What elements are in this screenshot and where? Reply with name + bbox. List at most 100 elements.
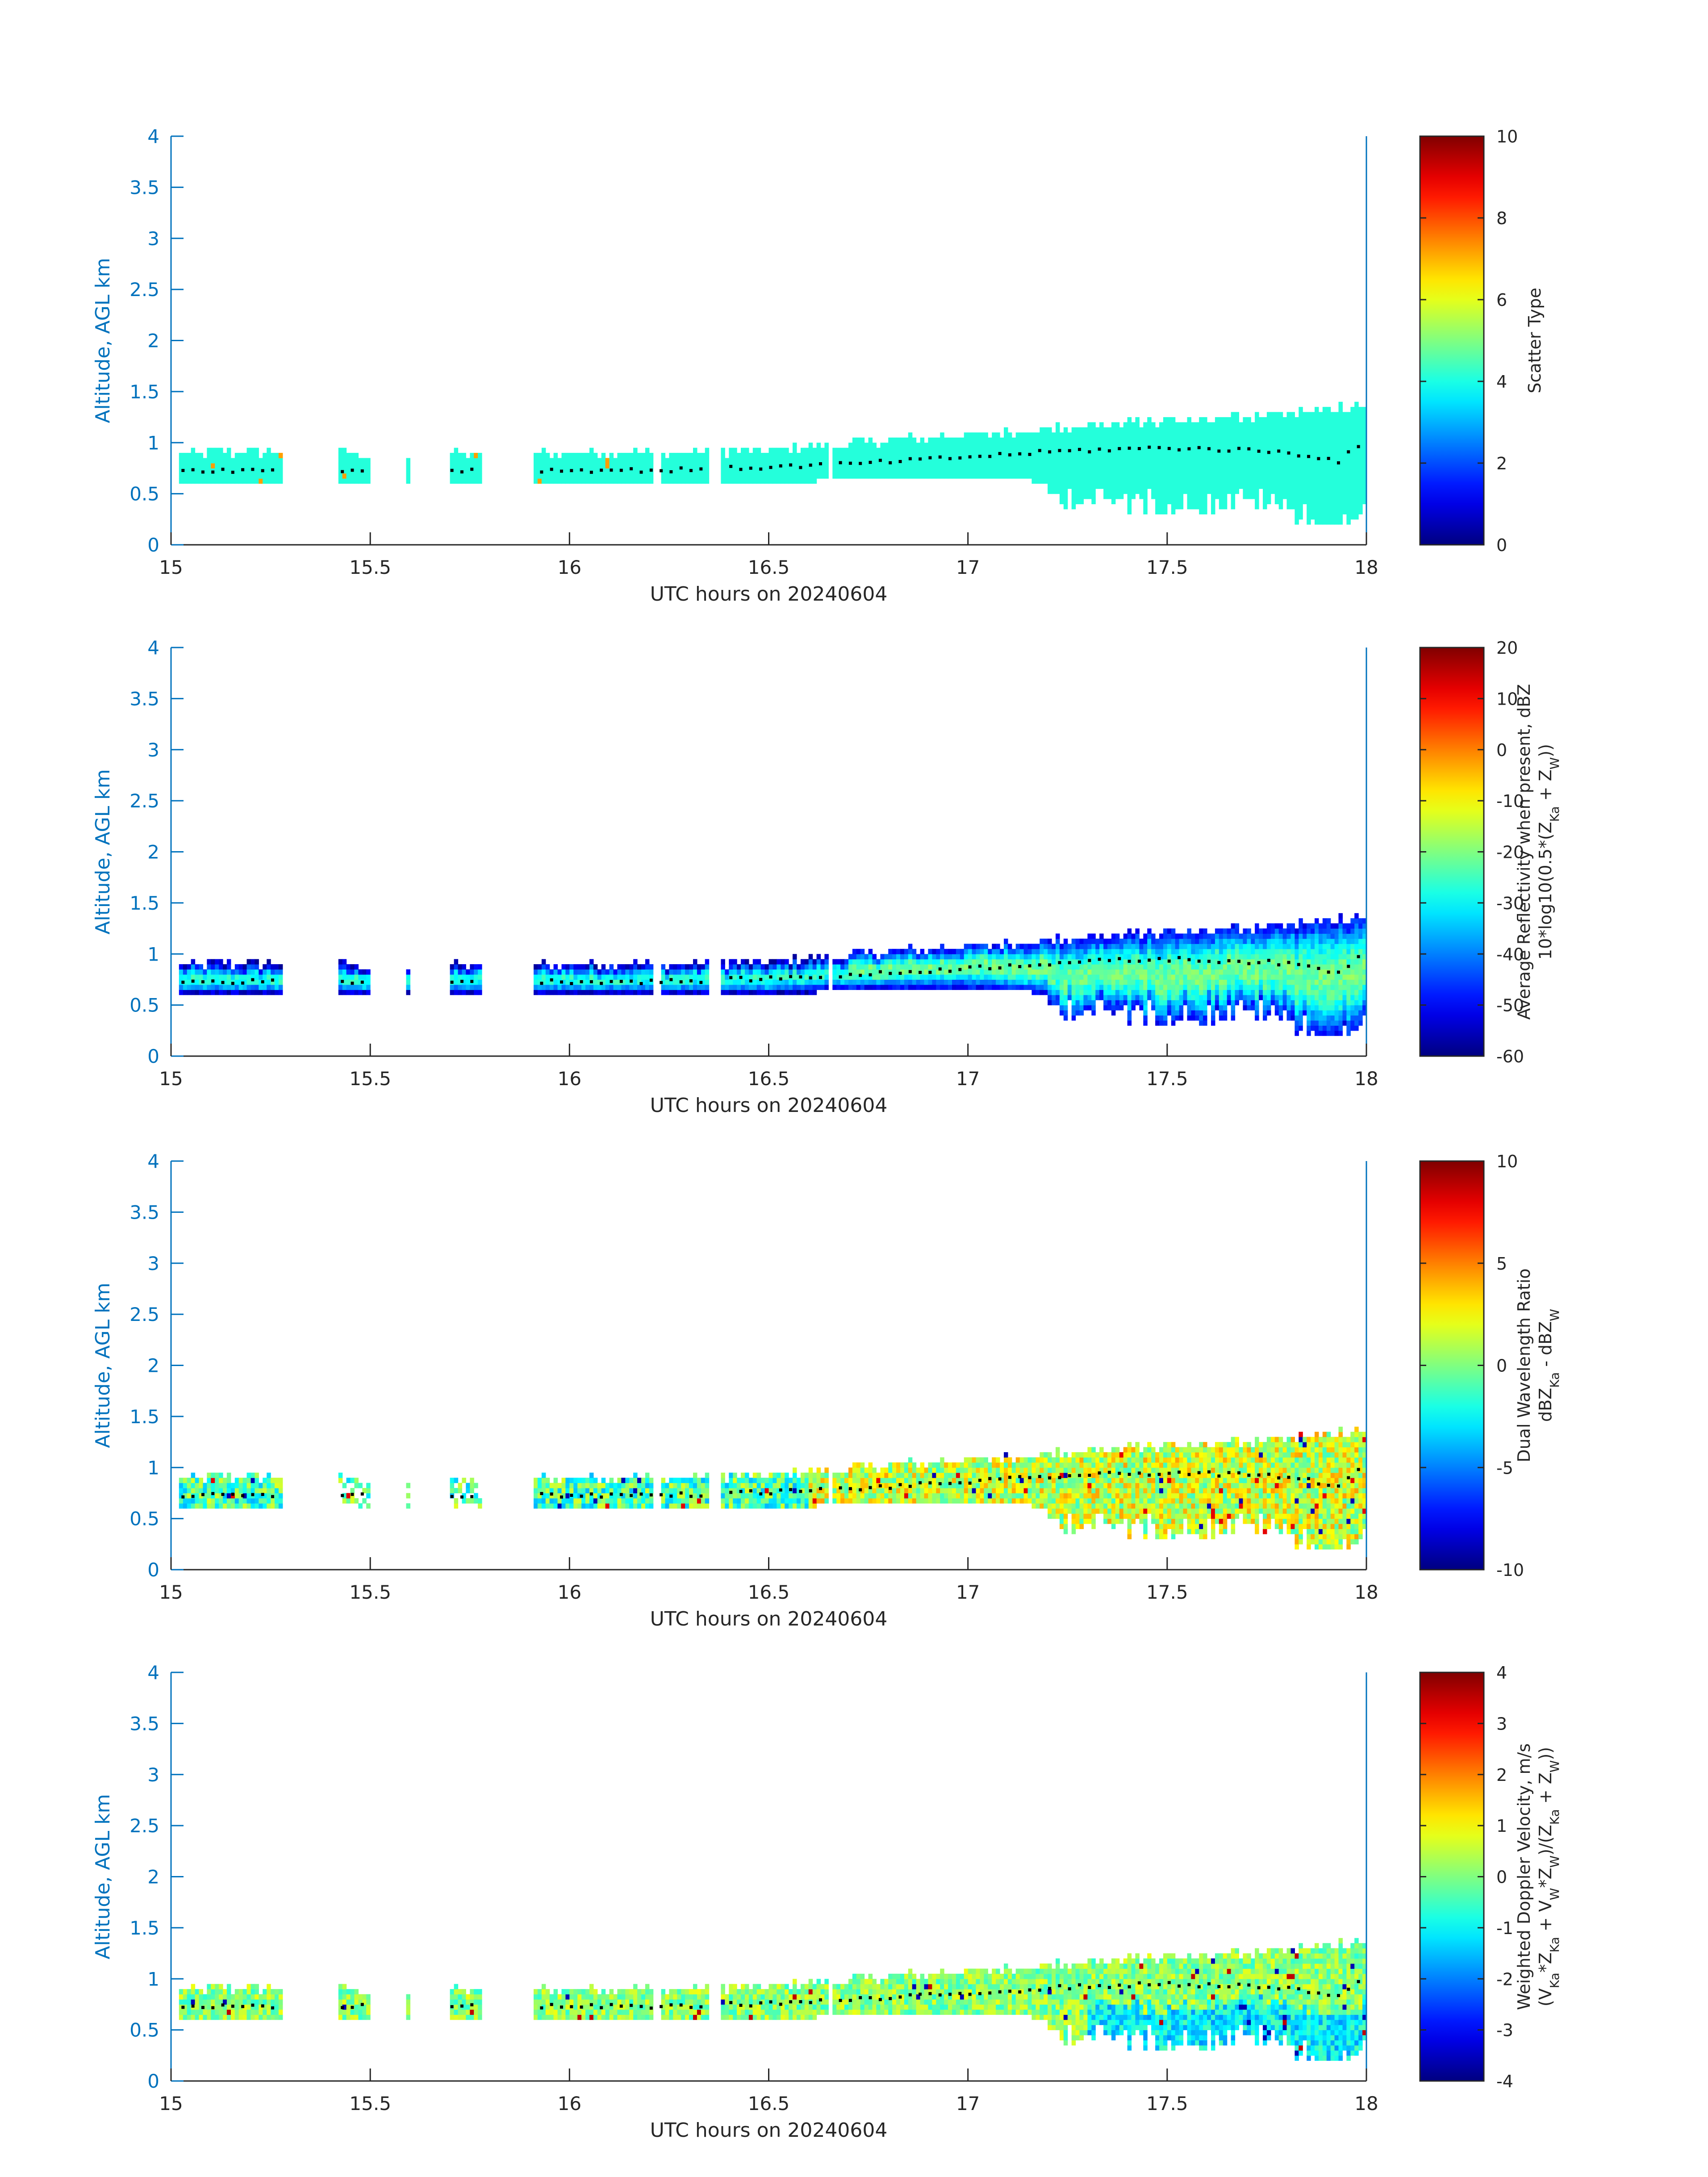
heatmap-cell	[1011, 443, 1016, 448]
heatmap-cell	[1203, 994, 1207, 1000]
heatmap-cell	[1155, 463, 1160, 468]
heatmap-cell	[952, 954, 956, 960]
heatmap-cell	[697, 468, 702, 474]
heatmap-cell	[1282, 990, 1287, 995]
heatmap-cell	[1044, 432, 1048, 438]
heatmap-cell	[793, 478, 797, 484]
heatmap-cell	[1056, 478, 1060, 484]
heatmap-cell	[1278, 949, 1283, 954]
heatmap-cell	[693, 473, 697, 479]
heatmap-cell	[1290, 944, 1295, 949]
heatmap-cell	[1338, 463, 1343, 468]
heatmap-cell	[1123, 949, 1128, 954]
heatmap-cell	[207, 969, 211, 975]
heatmap-cell	[669, 458, 673, 464]
heatmap-cell	[1056, 969, 1060, 975]
heatmap-cell	[1075, 979, 1080, 985]
heatmap-cell	[669, 453, 673, 459]
heatmap-cell	[275, 478, 279, 484]
heatmap-cell	[992, 954, 996, 960]
heatmap-cell	[1311, 437, 1315, 443]
heatmap-cell	[896, 964, 901, 970]
heatmap-cell	[824, 974, 829, 980]
heatmap-cell	[246, 468, 251, 474]
heatmap-cell	[852, 959, 857, 965]
heatmap-cell	[406, 990, 410, 995]
heatmap-cell	[1311, 514, 1315, 520]
heatmap-cell	[1290, 923, 1295, 929]
heatmap-cell	[1099, 432, 1104, 438]
heatmap-cell	[354, 964, 359, 970]
heatmap-cell	[797, 478, 801, 484]
heatmap-cell	[1059, 959, 1064, 965]
heatmap-cell	[1330, 453, 1335, 459]
heatmap-cell	[406, 458, 410, 464]
heatmap-cell	[900, 974, 905, 980]
heatmap-cell	[1075, 489, 1080, 494]
heatmap-cell	[1107, 984, 1112, 990]
profile-dot	[1287, 451, 1290, 455]
heatmap-cell	[255, 458, 259, 464]
heatmap-cell	[242, 979, 247, 985]
heatmap-cell	[824, 463, 829, 468]
heatmap-cell	[1091, 483, 1096, 489]
heatmap-cell	[354, 984, 359, 990]
heatmap-cell	[1215, 990, 1219, 995]
heatmap-cell	[984, 949, 988, 954]
heatmap-cell	[454, 478, 459, 484]
heatmap-cell	[1183, 483, 1187, 489]
profile-dot	[211, 470, 215, 474]
heatmap-cell	[1191, 933, 1195, 939]
heatmap-cell	[450, 478, 455, 484]
heatmap-cell	[1179, 489, 1184, 494]
heatmap-cell	[701, 969, 706, 975]
heatmap-cell	[1059, 949, 1064, 954]
heatmap-cell	[804, 969, 809, 975]
heatmap-cell	[1151, 478, 1156, 484]
heatmap-cell	[259, 984, 263, 990]
heatmap-cell	[785, 463, 789, 468]
heatmap-cell	[1295, 1025, 1299, 1031]
heatmap-cell	[1127, 1000, 1132, 1006]
heatmap-cell	[1303, 412, 1307, 418]
heatmap-cell	[793, 443, 797, 448]
heatmap-cell	[1087, 422, 1092, 428]
heatmap-cell	[537, 984, 542, 990]
heatmap-cell	[832, 964, 837, 970]
heatmap-cell	[1163, 509, 1168, 514]
heatmap-cell	[1203, 1000, 1207, 1006]
heatmap-cell	[1315, 468, 1319, 474]
heatmap-cell	[1282, 979, 1287, 985]
heatmap-cell	[721, 463, 725, 468]
heatmap-cell	[1307, 412, 1311, 418]
heatmap-cell	[1119, 458, 1124, 464]
heatmap-cell	[1071, 468, 1076, 474]
heatmap-cell	[1231, 928, 1236, 934]
heatmap-cell	[215, 473, 219, 479]
heatmap-cell	[1175, 447, 1180, 453]
heatmap-cell	[1123, 437, 1128, 443]
heatmap-cell	[1167, 954, 1172, 960]
heatmap-cell	[904, 447, 909, 453]
heatmap-cell	[1362, 499, 1367, 505]
heatmap-cell	[474, 969, 478, 975]
heatmap-cell	[1259, 928, 1263, 934]
heatmap-cell	[1107, 1000, 1112, 1006]
heatmap-cell	[1231, 463, 1236, 468]
heatmap-cell	[988, 447, 992, 453]
heatmap-cell	[952, 964, 956, 970]
heatmap-cell	[1239, 478, 1243, 484]
heatmap-cell	[800, 447, 805, 453]
heatmap-cell	[960, 949, 965, 954]
heatmap-cell	[1322, 964, 1327, 970]
heatmap-cell	[649, 984, 654, 990]
heatmap-cell	[1231, 473, 1236, 479]
heatmap-cell	[816, 453, 821, 459]
heatmap-cell	[275, 990, 279, 995]
heatmap-cell	[1259, 468, 1263, 474]
heatmap-cell	[1139, 959, 1144, 965]
heatmap-cell	[1207, 990, 1211, 995]
heatmap-cell	[346, 990, 351, 995]
heatmap-cell	[1063, 473, 1068, 479]
heatmap-cell	[1048, 443, 1052, 448]
